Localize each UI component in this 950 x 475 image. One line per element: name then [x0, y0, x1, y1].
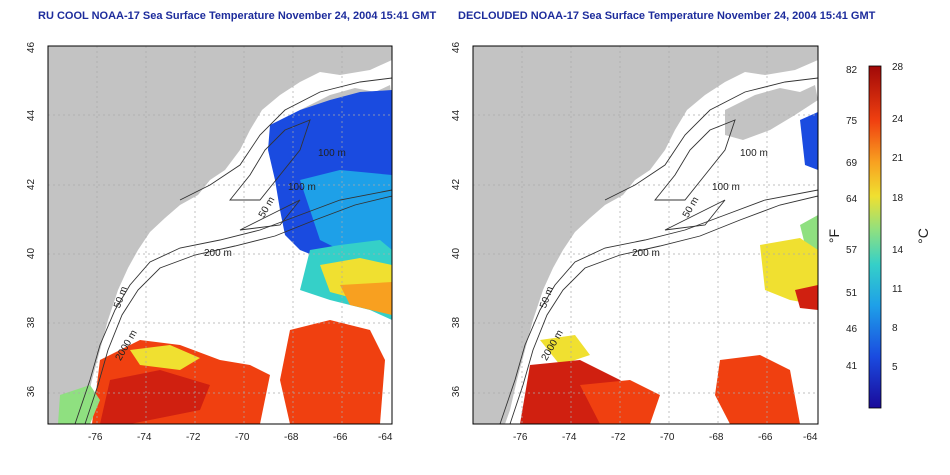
right-panel-title: DECLOUDED NOAA-17 Sea Surface Temperatur…: [458, 10, 876, 22]
land-mass-right: [473, 46, 818, 424]
lon-tick: -76: [513, 432, 528, 443]
fahrenheit-tick: 41: [846, 361, 858, 372]
left-map-frame: [47, 45, 393, 425]
lon-tick: -70: [660, 432, 675, 443]
lat-tick: 46: [26, 41, 38, 54]
lat-tick: 44: [26, 109, 38, 122]
lat-tick: 40: [26, 247, 38, 260]
fahrenheit-tick: 75: [846, 116, 858, 127]
celsius-tick: 14: [892, 245, 904, 256]
lon-tick: -64: [378, 432, 393, 443]
fahrenheit-tick: 57: [846, 245, 858, 256]
fahrenheit-tick: 64: [846, 194, 858, 205]
contour-label: 200 m: [632, 248, 660, 259]
lon-tick: -68: [284, 432, 299, 443]
lon-tick: -74: [137, 432, 152, 443]
right-map-frame: [472, 45, 819, 425]
contour-label: 100 m: [288, 182, 316, 193]
celsius-tick: 5: [892, 362, 898, 373]
lat-tick: 46: [451, 41, 463, 54]
left-panel-title: RU COOL NOAA-17 Sea Surface Temperature …: [38, 10, 437, 22]
lon-tick: -66: [758, 432, 773, 443]
fahrenheit-tick: 46: [846, 324, 858, 335]
celsius-tick: 8: [892, 323, 898, 334]
lon-tick: -72: [186, 432, 201, 443]
contour-label: 200 m: [204, 248, 232, 259]
lon-tick: -66: [333, 432, 348, 443]
lat-tick: 40: [451, 247, 463, 260]
celsius-tick: 28: [892, 62, 904, 73]
lon-tick: -76: [88, 432, 103, 443]
celsius-tick: 24: [892, 114, 904, 125]
celsius-tick: 11: [892, 284, 903, 295]
lat-tick: 36: [26, 385, 38, 398]
lon-tick: -74: [562, 432, 577, 443]
fahrenheit-tick: 82: [846, 65, 858, 76]
lon-tick: -70: [235, 432, 250, 443]
colorbar: [868, 65, 882, 409]
fahrenheit-unit: °F: [826, 228, 843, 244]
lat-tick: 42: [26, 178, 38, 191]
celsius-tick: 21: [892, 153, 904, 164]
contour-label: 100 m: [740, 148, 768, 159]
contour-label: 100 m: [712, 182, 740, 193]
right-map: [473, 46, 818, 424]
land-mass: [48, 46, 392, 424]
lon-tick: -68: [709, 432, 724, 443]
lat-tick: 42: [451, 178, 463, 191]
fahrenheit-tick: 51: [846, 288, 858, 299]
lat-tick: 38: [451, 316, 463, 329]
lon-tick: -72: [611, 432, 626, 443]
left-map: [48, 46, 392, 424]
contour-label: 100 m: [318, 148, 346, 159]
lat-tick: 36: [451, 385, 463, 398]
lon-tick: -64: [803, 432, 818, 443]
lat-tick: 44: [451, 109, 463, 122]
lat-tick: 38: [26, 316, 38, 329]
fahrenheit-tick: 69: [846, 158, 858, 169]
celsius-unit: °C: [914, 228, 931, 244]
celsius-tick: 18: [892, 193, 904, 204]
